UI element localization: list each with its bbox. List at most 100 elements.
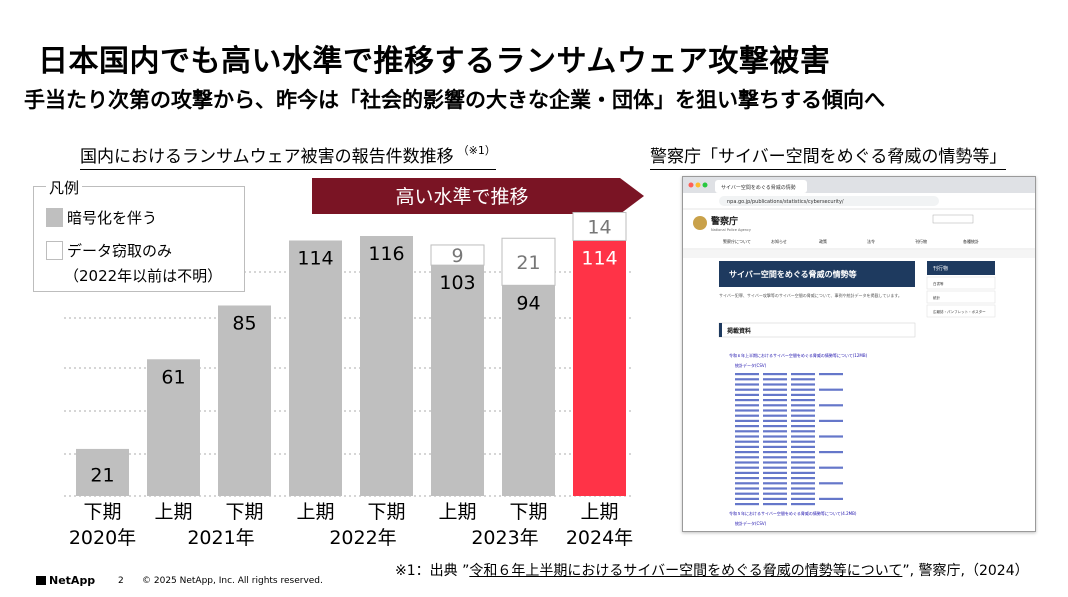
bar-value-encrypted: 103 — [439, 272, 475, 294]
site-name-en: National Police Agency — [711, 228, 751, 232]
section-title: 掲載資料 — [727, 327, 751, 335]
x-tick-year: 2021年 — [187, 527, 254, 549]
csv-link — [819, 373, 843, 376]
csv-link — [791, 393, 815, 396]
x-tick-half: 下期 — [509, 501, 547, 523]
side-menu-title: 刊行物 — [933, 265, 948, 272]
csv-link — [763, 482, 787, 485]
csv-link — [791, 477, 815, 480]
bar-value-encrypted: 61 — [161, 366, 185, 388]
csv-link — [735, 425, 759, 428]
csv-link — [791, 388, 815, 391]
side-menu-item-label: 白書等 — [933, 281, 944, 286]
csv-link — [763, 404, 787, 407]
screenshot-heading: 警察庁「サイバー空間をめぐる脅威の情勢等」 — [650, 142, 1007, 170]
csv-link — [791, 440, 815, 443]
csv-link — [791, 409, 815, 412]
site-nav-item: お知らせ — [771, 238, 787, 244]
csv-link — [763, 419, 787, 422]
csv-link — [791, 487, 815, 490]
bar-value-encrypted: 114 — [297, 247, 333, 269]
csv-link — [763, 414, 787, 417]
csv-link — [791, 425, 815, 428]
csv-link — [791, 492, 815, 495]
csv-link — [819, 419, 843, 422]
csv-link — [763, 430, 787, 433]
link-2023-csv: 統計データ(CSV) — [735, 520, 767, 526]
link-2023-report: 令和５年におけるサイバー空間をめぐる脅威の情勢等について(4.2MB) — [729, 510, 857, 516]
csv-link — [735, 393, 759, 396]
bar-encrypted — [360, 236, 413, 496]
csv-link — [819, 404, 843, 407]
npa-website-graphic: サイバー空間をめぐる脅威の情勢 npa.go.jp/publications/s… — [683, 177, 1035, 526]
csv-link — [763, 440, 787, 443]
legend-item-data-theft: データ窃取のみ — [46, 240, 172, 261]
netapp-logo-icon — [36, 576, 46, 585]
csv-link — [791, 456, 815, 459]
csv-link — [791, 451, 815, 454]
x-tick-year: 2023年 — [471, 527, 538, 549]
trend-banner: 高い水準で推移 — [312, 178, 644, 214]
link-2024-report: 令和６年上半期におけるサイバー空間をめぐる脅威の情勢等について(12MB) — [729, 352, 868, 358]
content-title-bar — [719, 261, 915, 287]
csv-link — [735, 414, 759, 417]
bar-encrypted — [76, 448, 129, 496]
footnote-source-link[interactable]: 令和６年上半期におけるサイバー空間をめぐる脅威の情勢等について — [469, 563, 903, 579]
csv-link — [763, 497, 787, 500]
x-tick-half: 下期 — [83, 501, 121, 523]
csv-link — [763, 471, 787, 474]
site-nav-item: 刊行物 — [915, 238, 927, 244]
csv-link — [763, 409, 787, 412]
csv-link — [819, 435, 843, 438]
csv-link — [791, 373, 815, 376]
site-nav-item: 警察庁について — [723, 238, 751, 244]
csv-link — [791, 503, 815, 506]
csv-link — [735, 440, 759, 443]
csv-link — [735, 373, 759, 376]
csv-link — [735, 456, 759, 459]
csv-link — [763, 461, 787, 464]
x-tick-half: 上期 — [296, 501, 334, 523]
bar-value-data-theft: 14 — [587, 216, 611, 238]
bar-data-theft — [501, 237, 556, 286]
window-minimize-icon — [695, 182, 701, 188]
csv-link — [735, 419, 759, 422]
csv-link — [791, 414, 815, 417]
csv-link — [735, 466, 759, 469]
bar-encrypted — [502, 285, 555, 496]
address-bar — [719, 196, 939, 206]
trend-banner-arrow — [312, 178, 644, 214]
side-menu-header — [927, 261, 995, 275]
legend-swatch-data-theft — [46, 241, 63, 260]
csv-link — [791, 445, 815, 448]
csv-link — [735, 404, 759, 407]
csv-link — [763, 425, 787, 428]
csv-link — [763, 388, 787, 391]
page-number: 2 — [118, 576, 124, 586]
csv-link — [763, 456, 787, 459]
csv-link — [791, 461, 815, 464]
window-close-icon — [688, 182, 694, 188]
csv-link — [819, 388, 843, 391]
csv-link — [735, 471, 759, 474]
csv-link — [763, 487, 787, 490]
csv-link — [819, 466, 843, 469]
footnote-prefix: ※1：出典 ” — [395, 563, 470, 579]
browser-tab-title: サイバー空間をめぐる脅威の情勢 — [721, 184, 796, 191]
copyright: © 2025 NetApp, Inc. All rights reserved. — [142, 576, 323, 586]
bar-encrypted — [147, 359, 200, 496]
csv-link — [791, 497, 815, 500]
x-tick-half: 上期 — [154, 501, 192, 523]
csv-link — [819, 497, 843, 500]
csv-link — [819, 482, 843, 485]
browser-tab — [715, 180, 807, 193]
csv-link — [735, 378, 759, 381]
netapp-logo-text: NetApp — [49, 574, 96, 587]
legend-swatch-encrypted — [46, 208, 63, 227]
site-name: 警察庁 — [711, 215, 738, 227]
trend-banner-text: 高い水準で推移 — [395, 186, 528, 208]
side-menu-item — [926, 290, 996, 304]
csv-link — [791, 399, 815, 402]
csv-link — [763, 503, 787, 506]
